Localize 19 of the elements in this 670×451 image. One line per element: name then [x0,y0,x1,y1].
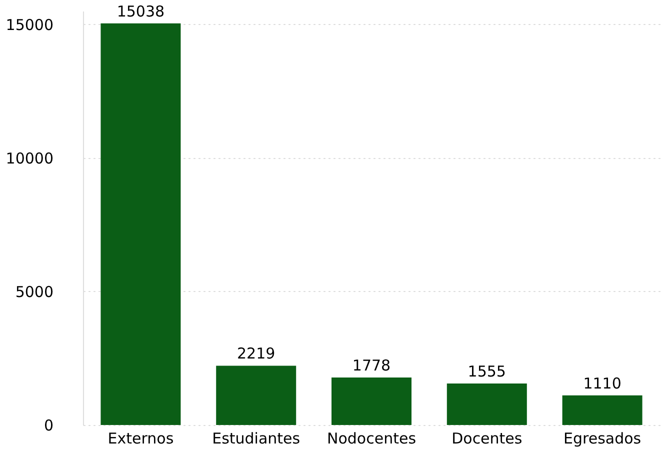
data-label: 1778 [352,356,391,375]
data-label: 15038 [116,2,165,20]
data-label: 1110 [583,374,622,392]
bar [100,23,181,425]
x-tick-label: Estudiantes [212,430,300,448]
bar [562,395,642,425]
x-tick-label: Externos [108,430,174,448]
x-tick-label: Egresados [564,430,642,448]
bar [216,366,296,425]
data-label: 2219 [237,344,276,363]
y-tick-label: 0 [44,416,54,434]
x-tick-label: Nodocentes [326,430,416,448]
y-tick-label: 15000 [6,16,54,34]
x-tick-label: Docentes [452,430,522,448]
bar [446,383,527,425]
data-label: 1555 [468,362,506,380]
y-tick-label: 10000 [6,149,54,168]
y-tick-label: 5000 [15,282,54,301]
bar [332,378,412,425]
